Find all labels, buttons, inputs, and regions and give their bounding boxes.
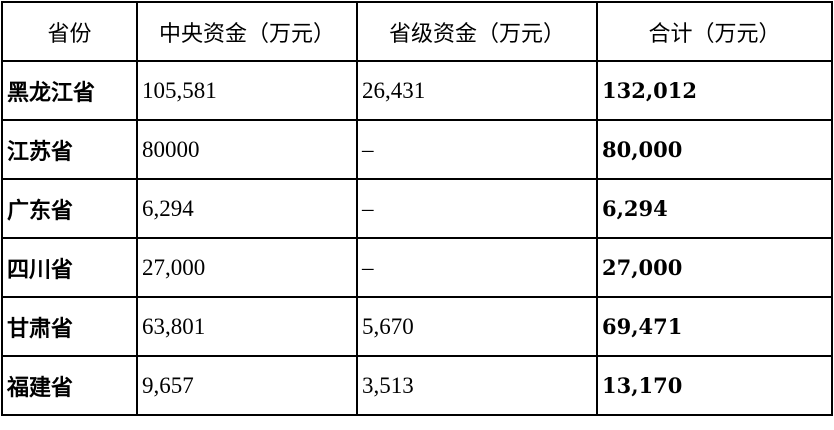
table-row: 江苏省 80000–80,000 <box>1 119 833 180</box>
header-total: 合计（万元） <box>596 1 833 62</box>
total-cell: 132,012 <box>596 60 833 121</box>
provincial-funds-cell: – <box>356 119 598 180</box>
table-row: 黑龙江省 105,581 26,431 132,012 <box>1 60 833 121</box>
table-row: 广东省 6,294–6,294 <box>1 178 833 239</box>
table-row: 福建省 9,657 3,513 13,170 <box>1 355 833 416</box>
central-funds-cell: 80000 <box>136 119 358 180</box>
total-cell: 6,294 <box>596 178 833 239</box>
total-cell: 27,000 <box>596 237 833 298</box>
provincial-funds-cell: 26,431 <box>356 60 598 121</box>
provincial-funds-cell: – <box>356 178 598 239</box>
header-central-funds: 中央资金（万元） <box>136 1 358 62</box>
total-cell: 69,471 <box>596 296 833 357</box>
central-funds-cell: 105,581 <box>136 60 358 121</box>
provincial-funds-cell: 5,670 <box>356 296 598 357</box>
province-cell: 江苏省 <box>1 119 138 180</box>
central-funds-cell: 9,657 <box>136 355 358 416</box>
provincial-funds-cell: – <box>356 237 598 298</box>
province-cell: 四川省 <box>1 237 138 298</box>
province-cell: 黑龙江省 <box>1 60 138 121</box>
total-cell: 80,000 <box>596 119 833 180</box>
central-funds-cell: 6,294 <box>136 178 358 239</box>
total-cell: 13,170 <box>596 355 833 416</box>
table-row: 四川省 27,000–27,000 <box>1 237 833 298</box>
province-cell: 甘肃省 <box>1 296 138 357</box>
funding-table: 省份 中央资金（万元） 省级资金（万元） 合计（万元） 黑龙江省 105,581 2… <box>1 1 833 416</box>
central-funds-cell: 63,801 <box>136 296 358 357</box>
header-provincial-funds: 省级资金（万元） <box>356 1 598 62</box>
central-funds-cell: 27,000 <box>136 237 358 298</box>
header-row: 省份 中央资金（万元） 省级资金（万元） 合计（万元） <box>1 1 833 62</box>
table-row: 甘肃省 63,801 5,670 69,471 <box>1 296 833 357</box>
provincial-funds-cell: 3,513 <box>356 355 598 416</box>
header-province: 省份 <box>1 1 138 62</box>
province-cell: 福建省 <box>1 355 138 416</box>
province-cell: 广东省 <box>1 178 138 239</box>
